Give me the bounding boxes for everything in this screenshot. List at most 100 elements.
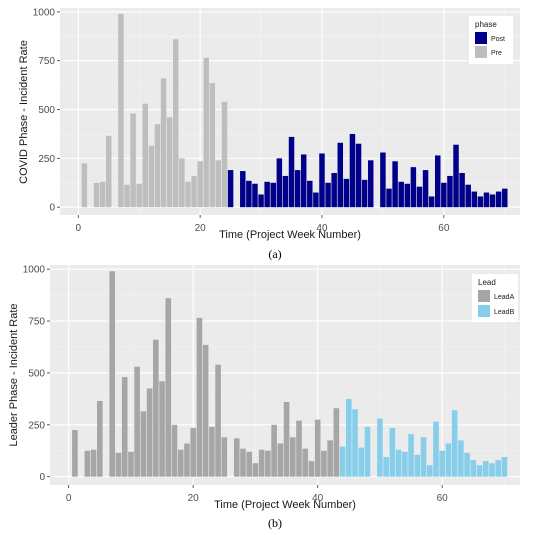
bar-leada-week-11 [134, 366, 140, 477]
bar-leada-week-1 [72, 430, 78, 477]
legend-a: phase Post Pre [469, 16, 513, 64]
bar-leada-week-29 [246, 451, 253, 477]
bar-post-week-25 [227, 170, 234, 208]
x-axis-title-b: Time (Project Week Number) [214, 499, 356, 511]
bar-post-week-70 [502, 188, 508, 208]
bar-pre-week-19 [191, 175, 197, 208]
x-tick-label: 40 [316, 223, 328, 234]
y-tick-labels-a: 0 250 500 750 1000 [33, 7, 60, 214]
bar-post-week-66 [477, 196, 484, 208]
bar-post-week-67 [483, 192, 490, 208]
bar-leada-week-31 [258, 449, 265, 477]
bar-leada-week-5 [97, 400, 103, 477]
bar-leadb-week-62 [451, 410, 458, 477]
bar-post-week-33 [276, 158, 283, 208]
bar-post-week-65 [471, 191, 478, 208]
caption-b: (b) [268, 516, 282, 530]
bar-leada-week-23 [209, 426, 215, 477]
bar-leadb-week-45 [346, 398, 352, 477]
bar-pre-week-5 [106, 135, 112, 208]
bar-leadb-week-46 [352, 409, 358, 477]
x-tick-label: 60 [438, 223, 450, 234]
bar-leadb-week-63 [458, 440, 464, 477]
bar-pre-week-14 [160, 78, 167, 208]
bar-post-week-45 [349, 133, 356, 208]
bar-leadb-week-48 [364, 426, 371, 477]
bar-post-week-40 [319, 153, 325, 208]
bar-leada-week-7 [109, 271, 116, 477]
bar-pre-week-7 [118, 13, 124, 208]
bar-pre-week-9 [130, 113, 136, 208]
bar-post-week-30 [258, 194, 264, 208]
x-tick-label: 60 [437, 493, 449, 504]
bar-pre-week-17 [179, 158, 185, 208]
bar-post-week-63 [459, 173, 465, 208]
bar-pre-week-24 [221, 101, 228, 208]
bar-leadb-week-50 [377, 418, 383, 477]
x-tick-labels-a: 0 20 40 60 [75, 215, 450, 234]
bar-leadb-week-51 [383, 456, 389, 477]
legend-label-pre: Pre [491, 50, 502, 57]
bar-pre-week-22 [209, 83, 216, 208]
y-tick-labels-b: 0 250 500 750 1000 [23, 265, 50, 483]
caption-a: (a) [268, 247, 281, 261]
bar-post-week-58 [428, 196, 435, 208]
bar-leada-week-41 [321, 450, 327, 477]
bar-post-week-39 [313, 192, 319, 208]
y-tick-label: 750 [28, 317, 45, 328]
bar-post-week-43 [337, 142, 344, 208]
y-tick-label: 750 [38, 56, 55, 67]
bar-leada-week-8 [115, 452, 122, 477]
bar-post-week-27 [240, 171, 246, 208]
bar-post-week-59 [435, 155, 441, 208]
bar-post-week-61 [447, 175, 453, 208]
x-tick-label: 40 [312, 493, 324, 504]
bar-leada-week-4 [90, 449, 97, 477]
bar-leadb-week-54 [402, 451, 408, 477]
x-tick-label: 20 [188, 493, 200, 504]
bar-post-week-48 [367, 160, 374, 208]
bar-leada-week-35 [283, 401, 290, 477]
bar-pre-week-10 [136, 183, 142, 208]
bar-leadb-week-70 [501, 456, 508, 477]
bar-post-week-53 [398, 181, 404, 208]
bar-leadb-week-53 [395, 449, 402, 477]
y-tick-label: 1000 [23, 265, 46, 276]
legend-key-leada [478, 290, 490, 302]
bar-post-week-52 [392, 161, 398, 208]
bar-post-week-32 [270, 182, 276, 208]
bar-pre-week-23 [215, 160, 222, 208]
grid-b [50, 265, 520, 485]
bar-pre-week-4 [99, 181, 106, 208]
y-axis-title-b: Leader Phase - Incident Rate [8, 303, 20, 446]
bar-leadb-week-44 [339, 446, 346, 477]
y-tick-label: 0 [49, 203, 55, 214]
x-tick-label: 20 [195, 223, 207, 234]
bar-pre-week-3 [93, 182, 100, 208]
y-tick-label: 250 [28, 420, 45, 431]
bar-post-week-55 [410, 167, 417, 208]
bar-leadb-week-60 [439, 450, 445, 477]
y-tick-label: 250 [38, 154, 55, 165]
bar-post-week-31 [264, 181, 270, 208]
bar-post-week-51 [386, 188, 392, 208]
bar-post-week-29 [252, 183, 258, 208]
bar-leada-week-19 [184, 443, 190, 477]
bar-leadb-week-67 [482, 461, 489, 477]
bar-post-week-54 [404, 183, 411, 208]
bar-leada-week-13 [146, 388, 153, 477]
bar-leada-week-33 [271, 424, 277, 477]
bar-post-week-44 [343, 178, 350, 208]
bar-leadb-week-57 [420, 437, 427, 477]
bar-post-week-38 [307, 180, 313, 208]
bar-pre-week-11 [142, 103, 149, 208]
legend-label-post: Post [491, 36, 505, 43]
legend-key-pre [475, 46, 487, 58]
bar-leada-week-18 [177, 449, 184, 477]
bar-leada-week-22 [202, 344, 209, 477]
bar-leadb-week-68 [489, 463, 495, 477]
bar-leada-week-10 [128, 451, 134, 477]
bar-leada-week-43 [333, 408, 340, 477]
bar-leada-week-20 [190, 427, 196, 477]
